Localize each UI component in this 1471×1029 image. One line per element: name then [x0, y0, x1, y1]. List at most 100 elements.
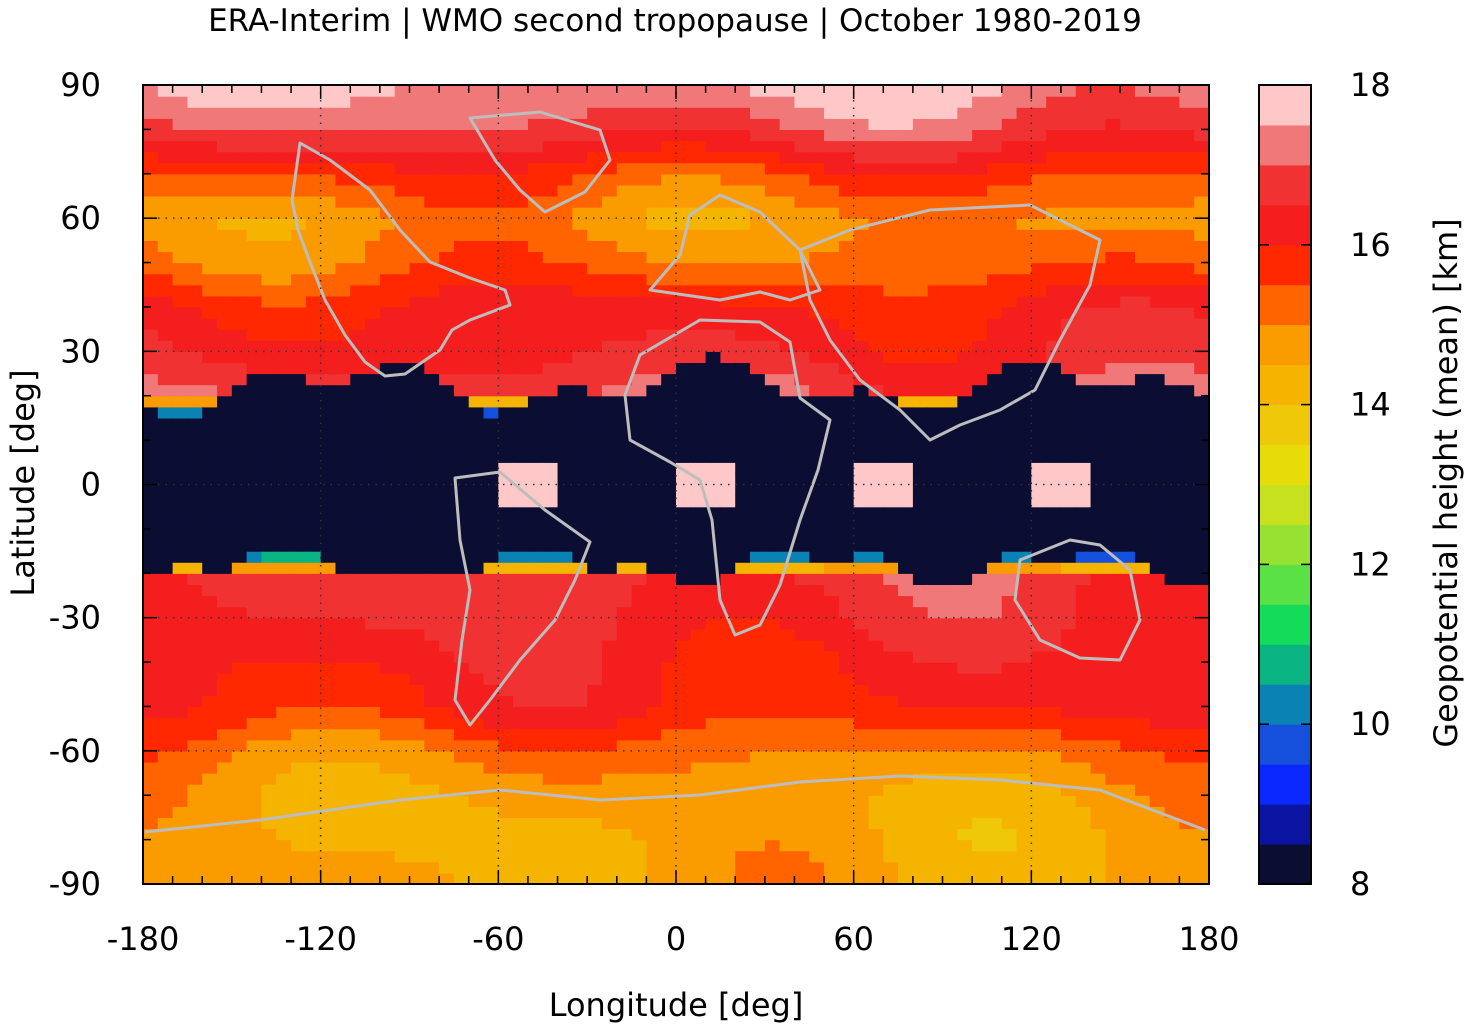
heatmap-cell	[1090, 395, 1106, 408]
heatmap-cell	[409, 850, 425, 863]
heatmap-cell	[157, 218, 174, 230]
heatmap-cell	[498, 417, 514, 430]
heatmap-cell	[557, 506, 573, 519]
heatmap-cell	[764, 784, 781, 796]
heatmap-cell	[794, 295, 810, 308]
heatmap-cell	[498, 639, 514, 652]
heatmap-cell	[1031, 151, 1047, 164]
heatmap-cell	[587, 440, 603, 452]
heatmap-cell	[231, 284, 248, 297]
heatmap-cell	[779, 107, 796, 119]
heatmap-cell	[335, 817, 351, 830]
heatmap-cell	[217, 184, 233, 197]
heatmap-cell	[764, 96, 781, 108]
heatmap-cell	[868, 129, 884, 142]
heatmap-cell	[439, 162, 455, 175]
heatmap-cell	[202, 384, 218, 397]
heatmap-cell	[202, 784, 218, 796]
heatmap-cell	[572, 107, 588, 119]
heatmap-cell	[498, 140, 514, 153]
heatmap-cell	[276, 151, 292, 164]
heatmap-cell	[231, 662, 248, 674]
heatmap-cell	[1134, 650, 1151, 663]
heatmap-cell	[661, 773, 677, 785]
heatmap-cell	[409, 573, 425, 585]
heatmap-cell	[705, 839, 722, 852]
heatmap-cell	[912, 662, 929, 674]
heatmap-cell	[542, 695, 559, 708]
heatmap-cell	[646, 617, 662, 630]
heatmap-cell	[1001, 273, 1018, 286]
heatmap-cell	[1090, 839, 1106, 852]
heatmap-cell	[1164, 750, 1180, 763]
heatmap-cell	[305, 628, 322, 641]
heatmap-cell	[824, 573, 840, 585]
heatmap-cell	[379, 573, 396, 585]
heatmap-cell	[1075, 184, 1092, 197]
heatmap-cell	[202, 351, 218, 364]
heatmap-cell	[927, 318, 944, 330]
heatmap-cell	[601, 173, 618, 186]
heatmap-cell	[1090, 273, 1106, 286]
heatmap-cell	[1120, 85, 1136, 97]
heatmap-cell	[646, 795, 662, 807]
heatmap-cell	[483, 140, 499, 153]
heatmap-cell	[187, 806, 203, 819]
heatmap-cell	[957, 340, 973, 352]
heatmap-cell	[942, 318, 958, 330]
heatmap-cell	[305, 362, 322, 375]
heatmap-cell	[616, 207, 633, 219]
heatmap-cell	[1134, 573, 1151, 585]
heatmap-cell	[1001, 173, 1018, 186]
heatmap-cell	[1090, 362, 1106, 375]
heatmap-cell	[320, 118, 337, 130]
heatmap-cell	[957, 262, 973, 275]
heatmap-cell	[587, 739, 603, 752]
heatmap-cell	[898, 484, 914, 497]
heatmap-cell	[1046, 717, 1062, 730]
heatmap-cell	[853, 295, 870, 308]
heatmap-cell	[424, 306, 440, 319]
heatmap-cell	[276, 440, 292, 452]
heatmap-cell	[291, 717, 307, 730]
heatmap-cell	[542, 107, 559, 119]
heatmap-cell	[202, 673, 218, 685]
heatmap-cell	[1134, 562, 1151, 574]
heatmap-cell	[261, 318, 277, 330]
heatmap-cell	[172, 595, 189, 608]
heatmap-cell	[542, 562, 559, 574]
heatmap-cell	[764, 162, 781, 175]
heatmap-cell	[868, 528, 884, 541]
heatmap-cell	[972, 795, 988, 807]
heatmap-cell	[202, 850, 218, 863]
heatmap-cell	[661, 273, 677, 286]
heatmap-cell	[365, 284, 381, 297]
heatmap-cell	[424, 151, 440, 164]
heatmap-cell	[365, 650, 381, 663]
heatmap-cell	[1105, 207, 1121, 219]
heatmap-cell	[1134, 262, 1151, 275]
heatmap-cell	[764, 872, 781, 885]
heatmap-cell	[320, 872, 337, 885]
heatmap-cell	[986, 318, 1003, 330]
heatmap-cell	[690, 784, 707, 796]
heatmap-cell	[898, 451, 914, 463]
heatmap-cell	[424, 295, 440, 308]
heatmap-cell	[809, 662, 825, 674]
heatmap-cell	[616, 506, 633, 519]
heatmap-cell	[883, 573, 899, 585]
heatmap-cell	[705, 706, 722, 719]
heatmap-cell	[453, 262, 470, 275]
heatmap-cell	[305, 129, 322, 142]
heatmap-cell	[1134, 551, 1151, 563]
heatmap-cell	[468, 606, 485, 619]
heatmap-cell	[187, 273, 203, 286]
heatmap-cell	[1120, 817, 1136, 830]
heatmap-cell	[690, 617, 707, 630]
heatmap-cell	[986, 162, 1003, 175]
heatmap-cell	[557, 429, 573, 441]
heatmap-cell	[557, 295, 573, 308]
heatmap-cell	[631, 606, 647, 619]
heatmap-cell	[794, 351, 810, 364]
heatmap-cell	[453, 795, 470, 807]
